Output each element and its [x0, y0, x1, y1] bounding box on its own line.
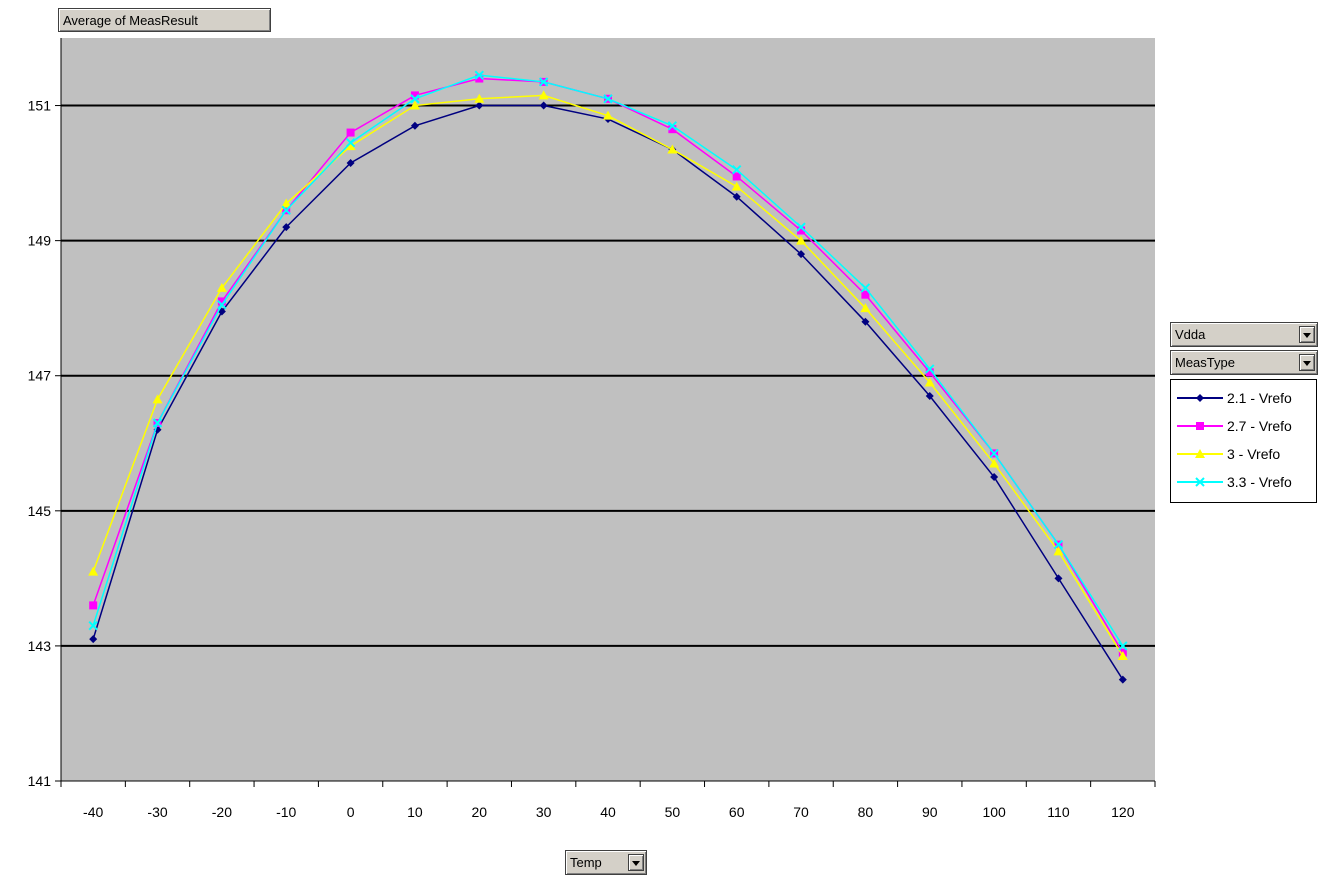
axis-field-temp-dropdown[interactable]: Temp — [565, 850, 647, 875]
legend-swatch — [1175, 444, 1225, 464]
plot-area — [61, 38, 1155, 781]
legend-label: 3.3 - Vrefo — [1227, 474, 1292, 490]
legend-item: 3 - Vrefo — [1175, 444, 1315, 464]
x-tick-label: -20 — [212, 804, 232, 820]
y-tick-label: 145 — [28, 503, 52, 519]
x-tick-label: -10 — [276, 804, 296, 820]
filter-vdda-dropdown[interactable]: Vdda — [1170, 322, 1318, 347]
x-tick-label: 40 — [600, 804, 616, 820]
data-field-label: Average of MeasResult — [63, 13, 198, 28]
legend-swatch-marker — [1196, 422, 1204, 430]
y-tick-label: 149 — [28, 233, 52, 249]
axis-field-label: Temp — [570, 855, 602, 870]
legend-item: 2.7 - Vrefo — [1175, 416, 1315, 436]
x-tick-label: 20 — [472, 804, 488, 820]
y-tick-label: 143 — [28, 638, 52, 654]
x-tick-label: 50 — [665, 804, 681, 820]
x-tick-label: 90 — [922, 804, 938, 820]
x-tick-label: -30 — [147, 804, 167, 820]
data-point — [347, 129, 355, 137]
legend-label: 2.1 - Vrefo — [1227, 390, 1292, 406]
x-tick-label: 70 — [793, 804, 809, 820]
x-tick-label: 120 — [1111, 804, 1135, 820]
x-tick-label: 110 — [1047, 804, 1070, 820]
y-tick-label: 147 — [28, 368, 52, 384]
x-tick-label: -40 — [83, 804, 103, 820]
x-tick-label: 0 — [347, 804, 355, 820]
chevron-down-icon[interactable] — [1299, 354, 1315, 371]
x-tick-label: 100 — [982, 804, 1006, 820]
legend-label: 2.7 - Vrefo — [1227, 418, 1292, 434]
legend-swatch — [1175, 388, 1225, 408]
legend: 2.1 - Vrefo 2.7 - Vrefo 3 - Vrefo 3.3 - Vre… — [1170, 379, 1317, 503]
legend-label: 3 - Vrefo — [1227, 446, 1280, 462]
filter-meastype-dropdown[interactable]: MeasType — [1170, 350, 1318, 375]
legend-item: 2.1 - Vrefo — [1175, 388, 1315, 408]
x-tick-label: 80 — [858, 804, 874, 820]
x-tick-label: 60 — [729, 804, 745, 820]
legend-item: 3.3 - Vrefo — [1175, 472, 1315, 492]
filter-meastype-label: MeasType — [1175, 355, 1235, 370]
y-tick-label: 141 — [28, 773, 52, 789]
data-point — [89, 601, 97, 609]
filter-vdda-label: Vdda — [1175, 327, 1205, 342]
chevron-down-icon[interactable] — [628, 854, 644, 871]
legend-swatch — [1175, 472, 1225, 492]
x-tick-label: 30 — [536, 804, 552, 820]
x-tick-label: 10 — [407, 804, 423, 820]
data-field-button[interactable]: Average of MeasResult — [58, 8, 271, 32]
legend-swatch-marker — [1196, 394, 1204, 402]
legend-swatch — [1175, 416, 1225, 436]
chevron-down-icon[interactable] — [1299, 326, 1315, 343]
y-tick-label: 151 — [28, 98, 52, 114]
